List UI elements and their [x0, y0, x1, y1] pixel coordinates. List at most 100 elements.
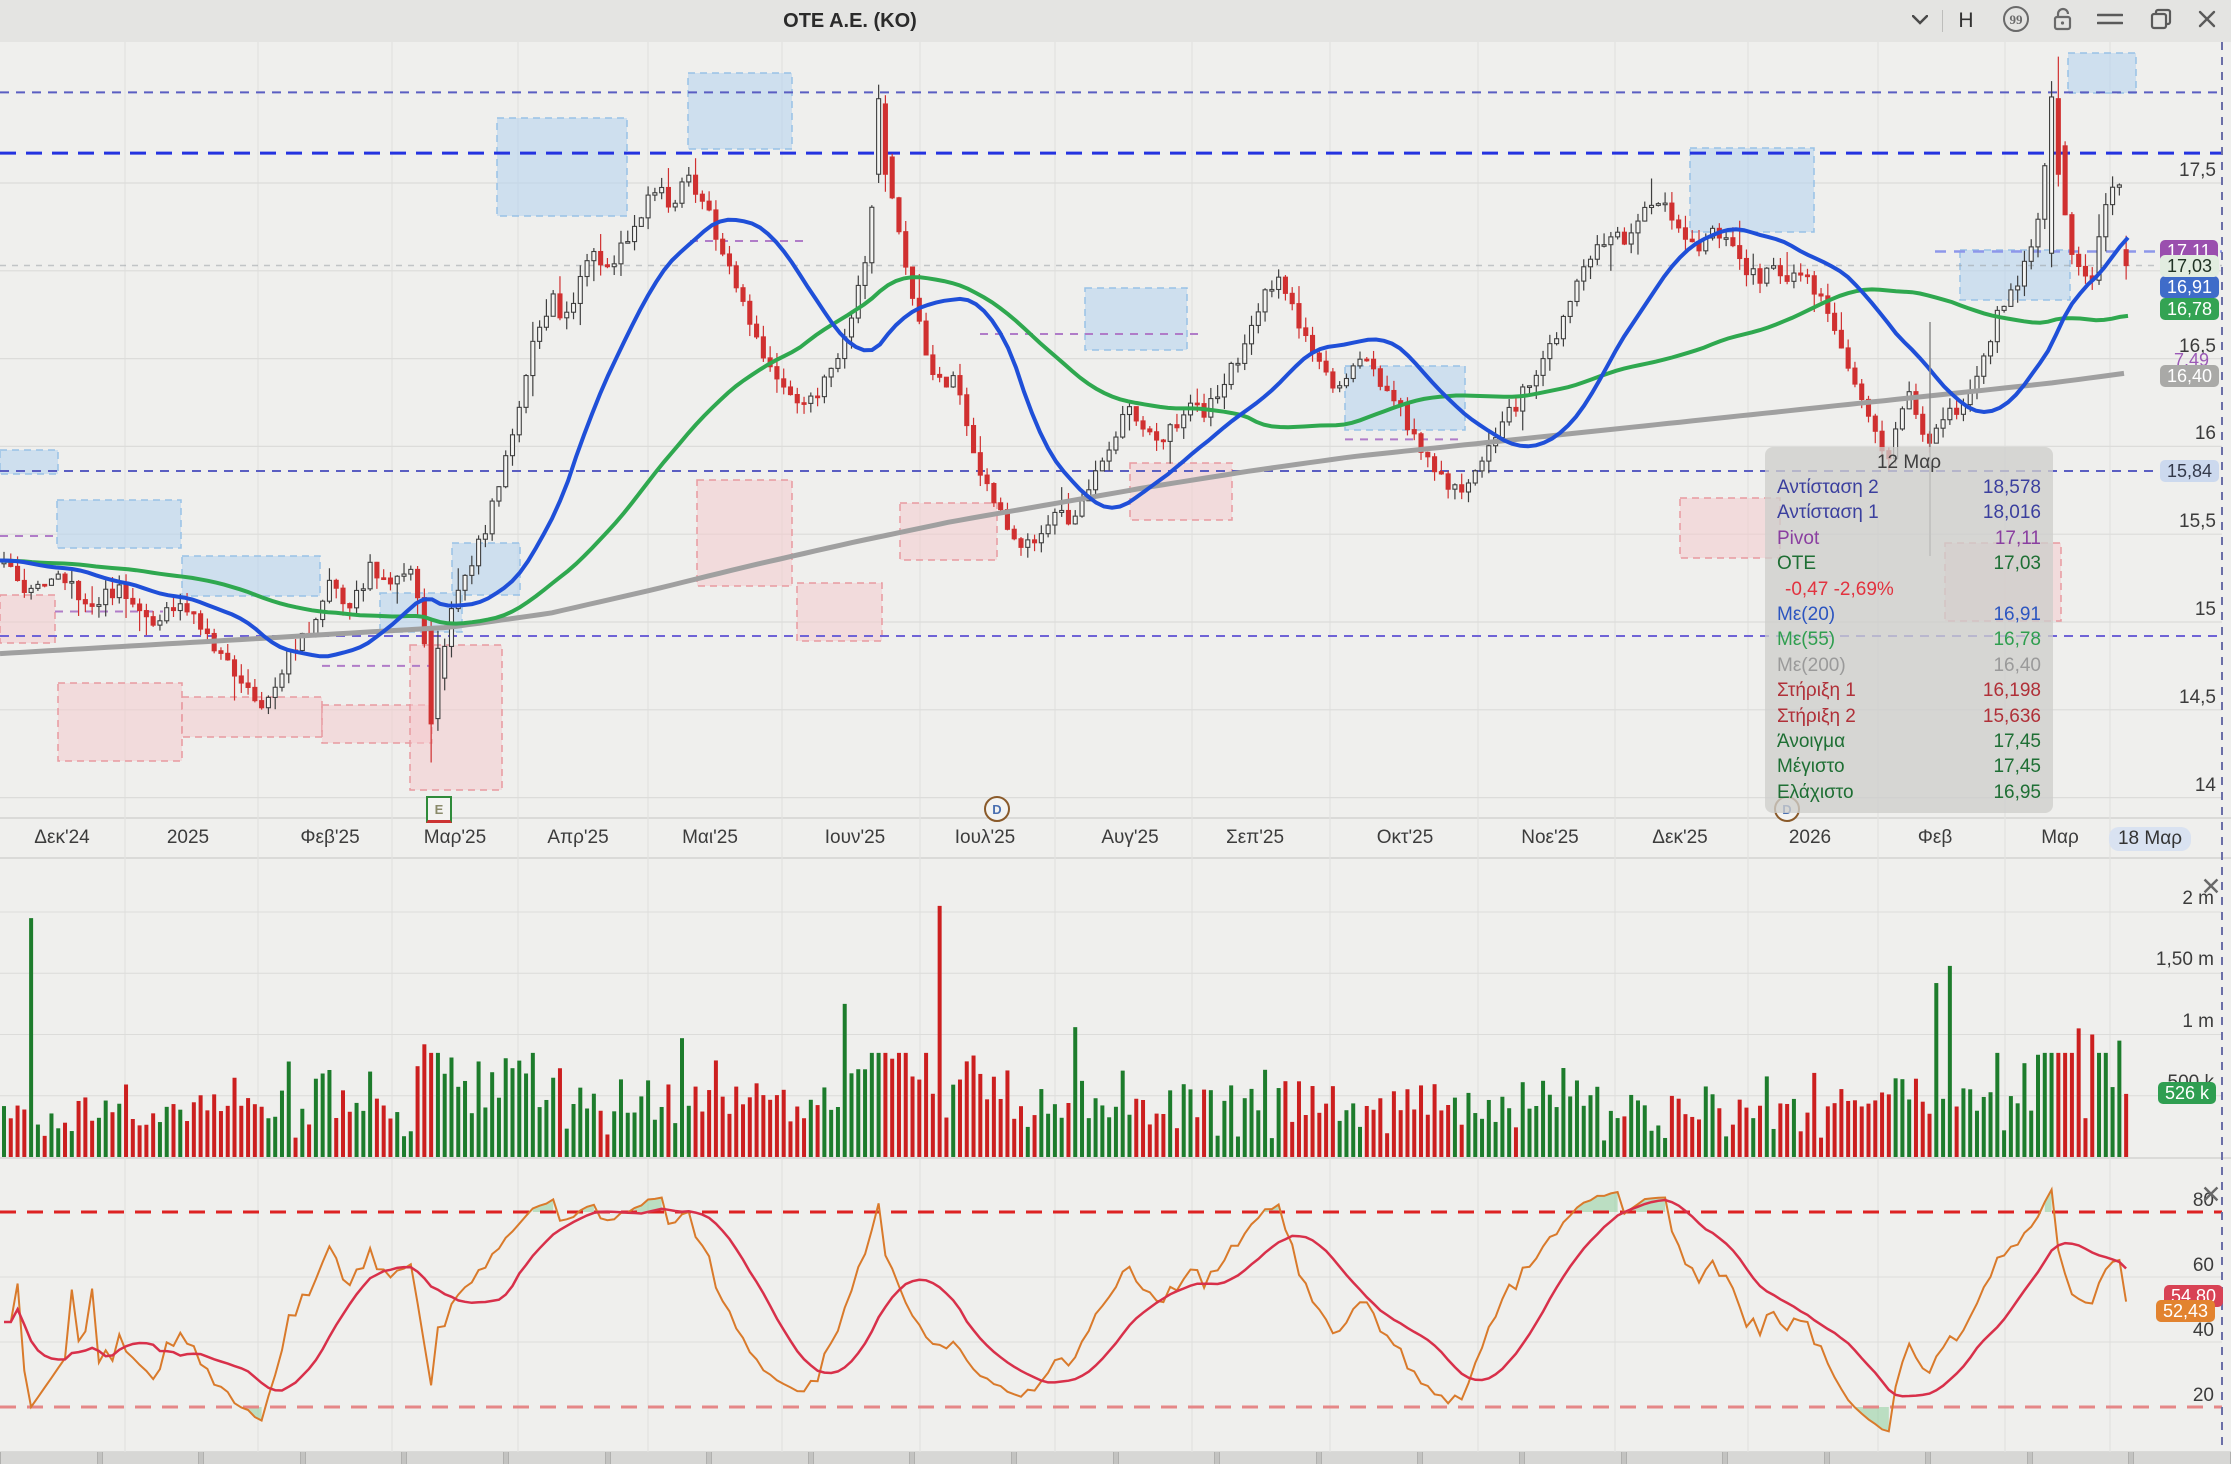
rsi-line: [4, 1186, 2128, 1433]
tooltip-row: Ελάχιστο 16,95: [1777, 780, 2041, 805]
date-axis-label: Μαρ: [2041, 827, 2079, 848]
tooltip-row-label: Με(200): [1777, 654, 1846, 676]
date-axis-label: Οκτ'25: [1376, 827, 1434, 848]
scrollbar-segment[interactable]: [406, 1452, 504, 1464]
tooltip-row-value: 16,95: [1993, 781, 2041, 803]
scrollbar-segment[interactable]: [101, 1452, 200, 1464]
chevron-down-icon: [1911, 12, 1929, 30]
scrollbar-segment[interactable]: [1117, 1452, 1216, 1464]
tooltip-date: 12 Μαρ: [1876, 452, 1942, 473]
quotes-button[interactable]: 99: [1998, 0, 2034, 42]
tooltip-row-label: Στήριξη 1: [1777, 680, 1856, 702]
titlebar-divider: [1942, 10, 1943, 32]
restore-window-button[interactable]: [2146, 0, 2176, 42]
candles: [1, 56, 2129, 763]
scrollbar-segment[interactable]: [1320, 1452, 1419, 1464]
close-rsi-pane-button[interactable]: ✕: [2196, 1180, 2226, 1210]
volume-bars: [2, 905, 2129, 1157]
tooltip-row-label: Με(20): [1777, 604, 1836, 626]
tooltip-row: Με(200) 16,40: [1777, 653, 2041, 678]
tooltip-row-value: 16,40: [1993, 654, 2041, 676]
date-axis-label: Δεκ'24: [34, 827, 90, 848]
date-axis-label: Φεβ: [1917, 827, 1953, 848]
close-window-button[interactable]: [2192, 0, 2222, 42]
page-title: OTE A.E. (KO): [783, 10, 917, 32]
scrollbar-segment[interactable]: [1930, 1452, 2028, 1464]
tooltip-row: Pivot 17,11: [1777, 526, 2041, 551]
event-marker-E[interactable]: E: [426, 796, 452, 823]
dropdown-caret-button[interactable]: [1906, 0, 1934, 42]
date-axis-label: Μαρ'25: [423, 827, 487, 848]
tooltip-row-label: Με(55): [1777, 629, 1836, 651]
date-axis-label: Ιουλ'25: [954, 827, 1016, 848]
scrollbar-segment[interactable]: [2133, 1452, 2231, 1464]
scrollbar-segment[interactable]: [609, 1452, 708, 1464]
tooltip-row: Με(20) 16,91: [1777, 602, 2041, 627]
interval-button[interactable]: H: [1952, 0, 1980, 42]
tooltip-row-value: 16,198: [1982, 680, 2041, 702]
scrollbar-segment[interactable]: [711, 1452, 809, 1464]
scrollbar-segment[interactable]: [812, 1452, 911, 1464]
tooltip-row: Αντίσταση 1 18,016: [1777, 500, 2041, 525]
date-axis-label: Νοε'25: [1521, 827, 1579, 848]
tooltip-row-value: 15,636: [1982, 705, 2041, 727]
ma55-line: [0, 275, 2129, 626]
tooltip-row-value: 18,578: [1982, 477, 2041, 498]
event-marker-D[interactable]: D: [984, 796, 1010, 822]
tooltip-row-label: Μέγιστο: [1777, 756, 1845, 778]
tooltip-row-label: Άνοιγμα: [1777, 731, 1846, 753]
ma20-line: [0, 217, 2130, 659]
date-axis-label: Φεβ'25: [300, 827, 360, 848]
date-axis-label: Σεπ'25: [1225, 827, 1285, 848]
interval-label: H: [1958, 9, 1974, 32]
lock-button[interactable]: [2048, 0, 2078, 42]
tooltip-row-label: Ελάχιστο: [1777, 781, 1854, 803]
tooltip-row-label: OTE: [1777, 553, 1817, 575]
date-axis-label: 18 Μαρ: [2108, 827, 2192, 851]
unlock-icon: [2051, 6, 2075, 37]
date-axis-label: 2026: [1788, 827, 1832, 848]
scrollbar-segment[interactable]: [203, 1452, 301, 1464]
tooltip-row: OTE 17,03: [1777, 551, 2041, 576]
close-icon: [2197, 9, 2217, 34]
date-axis-label: 2025: [166, 827, 210, 848]
tooltip-row-label: Αντίσταση 1: [1777, 502, 1879, 524]
svg-text:99: 99: [2010, 12, 2024, 27]
scrollbar-segment[interactable]: [1828, 1452, 1927, 1464]
tooltip-row-value: 17,03: [1993, 553, 2041, 575]
menu-button[interactable]: [2094, 0, 2126, 42]
tooltip-row-value: 17,11: [1994, 527, 2041, 549]
tooltip-row: -0,47 -2,69%: [1777, 577, 2041, 602]
timeline-scrollbar[interactable]: [0, 1452, 2231, 1464]
tooltip-row-value: 16,78: [1993, 629, 2041, 651]
scrollbar-segment[interactable]: [1422, 1452, 1520, 1464]
date-axis-label: Ιουν'25: [824, 827, 886, 848]
menu-icon: [2096, 12, 2124, 31]
scrollbar-segment[interactable]: [304, 1452, 403, 1464]
ma200-line: [0, 370, 2125, 657]
scrollbar-segment[interactable]: [1015, 1452, 1114, 1464]
scrollbar-segment[interactable]: [1219, 1452, 1317, 1464]
scrollbar-segment[interactable]: [2031, 1452, 2130, 1464]
tooltip-row-value: 16,91: [1993, 604, 2041, 626]
tooltip-row: Άνοιγμα 17,45: [1777, 729, 2041, 754]
scrollbar-segment[interactable]: [1625, 1452, 1724, 1464]
tooltip-row: Στήριξη 1 16,198: [1777, 678, 2041, 703]
date-axis-label: Απρ'25: [547, 827, 609, 848]
scrollbar-segment[interactable]: [1727, 1452, 1825, 1464]
scrollbar-segment[interactable]: [914, 1452, 1012, 1464]
tooltip-row: Με(55) 16,78: [1777, 627, 2041, 652]
close-volume-pane-button[interactable]: ✕: [2196, 872, 2226, 902]
data-tooltip-panel: 12 Μαρ Αντίσταση 2 18,578 Αντίσταση 1 18…: [1765, 447, 2053, 814]
date-axis-label: Αυγ'25: [1101, 827, 1159, 848]
tooltip-row-label: Αντίσταση 2: [1777, 477, 1879, 498]
scrollbar-segment[interactable]: [1523, 1452, 1622, 1464]
tooltip-row-label: Στήριξη 2: [1777, 705, 1856, 727]
rsi-ma-line: [4, 1198, 2127, 1398]
tooltip-row: Αντίσταση 2 18,578: [1777, 475, 2041, 500]
date-axis-label: Μαι'25: [682, 827, 738, 848]
scrollbar-segment[interactable]: [507, 1452, 606, 1464]
tooltip-row-value: 17,45: [1993, 731, 2041, 753]
tooltip-row: Μέγιστο 17,45: [1777, 754, 2041, 779]
scrollbar-segment[interactable]: [0, 1452, 98, 1464]
